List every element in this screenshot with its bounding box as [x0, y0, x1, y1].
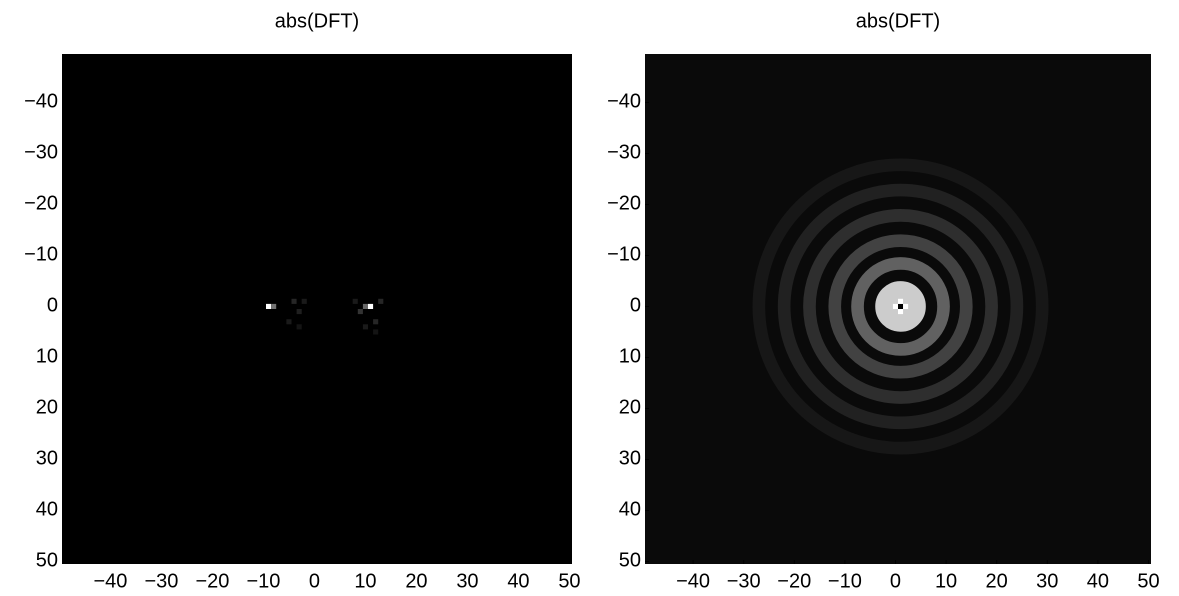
- x-tick-label: 0: [890, 570, 901, 592]
- chart-title: abs(DFT): [856, 10, 940, 32]
- ring: [803, 209, 998, 404]
- pixel: [291, 298, 297, 304]
- pixel: [286, 319, 292, 325]
- pixel: [352, 298, 358, 304]
- pixel: [301, 298, 307, 304]
- ring: [851, 257, 950, 356]
- x-tick-label: 30: [1036, 570, 1058, 592]
- pixel: [296, 324, 302, 330]
- x-tick-label: 40: [1087, 570, 1109, 592]
- x-tick-label: 10: [354, 570, 376, 592]
- ring: [875, 281, 926, 332]
- y-tick-label: −20: [607, 193, 641, 215]
- pixel: [362, 324, 368, 330]
- x-tick-label: 20: [405, 570, 427, 592]
- x-tick-label: 20: [986, 570, 1008, 592]
- plot-area: [62, 54, 572, 564]
- pixel: [373, 329, 379, 335]
- x-tick-label: −20: [195, 570, 229, 592]
- ring: [777, 183, 1024, 430]
- y-tick-label: 0: [630, 295, 641, 317]
- pixel: [362, 303, 368, 309]
- y-tick-label: 10: [36, 346, 58, 368]
- y-tick-label: 50: [36, 550, 58, 572]
- image: [266, 298, 384, 335]
- y-tick-label: 40: [36, 499, 58, 521]
- pixel: [296, 309, 302, 315]
- x-tick-label: 0: [309, 570, 320, 592]
- pixel: [898, 298, 904, 304]
- y-tick-label: −20: [24, 193, 58, 215]
- y-tick-label: −10: [607, 244, 641, 266]
- pixel: [373, 319, 379, 325]
- x-tick-label: −20: [777, 570, 811, 592]
- y-tick-label: 20: [619, 397, 641, 419]
- ring: [828, 234, 973, 379]
- x-tick-label: 10: [935, 570, 957, 592]
- y-tick-label: −40: [24, 91, 58, 113]
- pixel: [892, 303, 898, 309]
- pixel: [368, 303, 374, 309]
- x-tick-label: 30: [456, 570, 478, 592]
- x-tick-label: 50: [1137, 570, 1159, 592]
- y-tick-label: 20: [36, 397, 58, 419]
- y-tick-label: 50: [619, 550, 641, 572]
- x-tick-label: −10: [828, 570, 862, 592]
- y-tick-label: 0: [47, 295, 58, 317]
- y-tick-label: 30: [619, 448, 641, 470]
- x-tick-label: 40: [507, 570, 529, 592]
- ring: [752, 158, 1049, 455]
- pixel: [898, 303, 904, 309]
- pixel: [898, 309, 904, 315]
- y-tick-label: −40: [607, 91, 641, 113]
- pixel: [266, 303, 272, 309]
- y-tick-label: −10: [24, 244, 58, 266]
- pixel: [378, 298, 384, 304]
- pixel: [357, 309, 363, 315]
- y-tick-label: 10: [619, 346, 641, 368]
- pixel: [271, 303, 277, 309]
- x-tick-label: −40: [93, 570, 127, 592]
- image: [752, 158, 1049, 455]
- x-tick-label: 50: [558, 570, 580, 592]
- x-tick-label: −30: [144, 570, 178, 592]
- x-tick-label: −40: [676, 570, 710, 592]
- x-tick-label: −10: [246, 570, 280, 592]
- y-tick-label: −30: [24, 142, 58, 164]
- y-tick-label: 40: [619, 499, 641, 521]
- y-tick-label: 30: [36, 448, 58, 470]
- chart-title: abs(DFT): [275, 10, 359, 32]
- y-tick-label: −30: [607, 142, 641, 164]
- pixel: [903, 303, 909, 309]
- x-tick-label: −30: [727, 570, 761, 592]
